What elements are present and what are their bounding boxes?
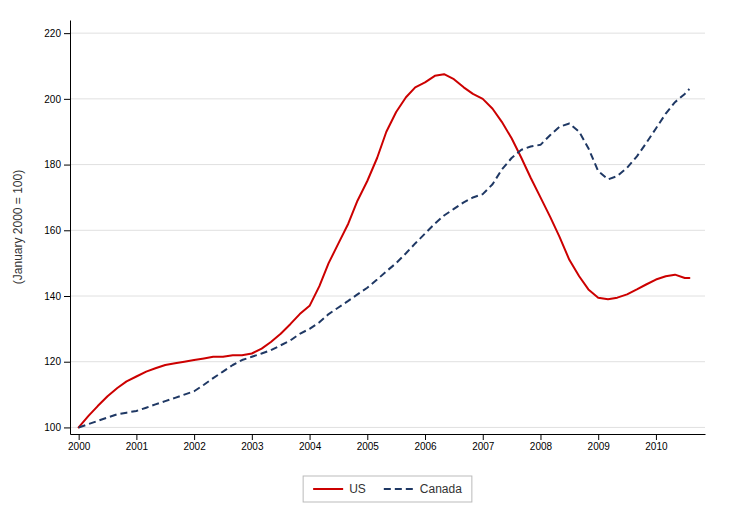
legend-item: Canada [384,482,462,496]
x-tick: 2000 [68,434,91,452]
x-tick: 2009 [588,434,611,452]
grid-line [70,164,705,165]
x-tick-label: 2004 [299,441,322,452]
x-tick-mark [136,434,137,440]
legend-label: Canada [420,482,462,496]
plot: 2000 2001 2002 2003 2004 2005 2006 2007 2008 2009… [11,21,706,453]
x-tick-label: 2003 [241,441,264,452]
legend-box [303,476,472,502]
y-tick-mark [64,165,70,166]
y-axis-line [70,21,71,435]
x-tick-mark [194,434,195,440]
x-tick-mark [598,434,599,440]
y-tick-label: 200 [44,94,61,105]
grid-line [70,230,705,231]
x-axis-line [71,434,706,435]
y-tick-mark [64,427,70,428]
grid-line [70,361,705,362]
y-tick: 180 [44,159,70,170]
y-tick: 120 [44,356,70,367]
x-tick-mark [79,434,80,440]
y-tick: 160 [44,225,70,236]
x-tick-label: 2006 [414,441,437,452]
y-tick-label: 220 [44,28,61,39]
grid [70,33,705,427]
x-tick: 2005 [357,434,380,452]
x-tick-label: 2007 [472,441,495,452]
x-tick-mark [367,434,368,440]
x-tick-mark [425,434,426,440]
y-axis-title: (January 2000 = 100) [11,170,25,284]
x-tick-mark [483,434,484,440]
y-tick-label: 140 [44,291,61,302]
chart: 2000 2001 2002 2003 2004 2005 2006 2007 2008 2009… [0,0,730,524]
legend-swatch [384,488,414,490]
lines [79,74,690,427]
legend-item: US [313,482,366,496]
x-axis: 2000 2001 2002 2003 2004 2005 2006 2007 2008 2009… [68,434,705,452]
y-tick-mark [64,296,70,297]
y-tick-mark [64,33,70,34]
y-tick-mark [64,362,70,363]
grid-line [70,296,705,297]
series-line [79,74,690,427]
x-tick: 2008 [530,434,553,452]
x-tick-mark [310,434,311,440]
x-tick-mark [540,434,541,440]
y-tick: 140 [44,291,70,302]
grid-line [70,33,705,34]
legend: US Canada [303,476,472,502]
x-tick: 2006 [414,434,437,452]
x-tick: 2004 [299,434,322,452]
x-tick-label: 2010 [645,441,668,452]
x-tick-label: 2008 [530,441,553,452]
x-tick-label: 2001 [126,441,149,452]
x-tick: 2007 [472,434,495,452]
x-tick: 2002 [183,434,206,452]
series-line [79,89,690,427]
x-tick: 2003 [241,434,264,452]
x-tick-mark [656,434,657,440]
x-tick: 2010 [645,434,668,452]
x-tick-label: 2005 [357,441,380,452]
x-tick-label: 2002 [183,441,206,452]
y-tick: 100 [44,422,70,433]
grid-line [70,427,705,428]
y-tick-label: 180 [44,159,61,170]
y-tick: 200 [44,94,70,105]
legend-label: US [349,482,366,496]
y-tick-label: 120 [44,356,61,367]
y-tick-mark [64,99,70,100]
x-tick-mark [252,434,253,440]
x-tick-label: 2009 [588,441,611,452]
y-tick-mark [64,230,70,231]
grid-line [70,98,705,99]
y-tick-label: 100 [44,422,61,433]
x-tick-label: 2000 [68,441,91,452]
y-tick-label: 160 [44,225,61,236]
legend-swatch [313,488,343,490]
y-tick: 220 [44,28,70,39]
x-tick: 2001 [126,434,149,452]
y-axis: 100 120 140 160 180 200 220 [44,21,70,435]
